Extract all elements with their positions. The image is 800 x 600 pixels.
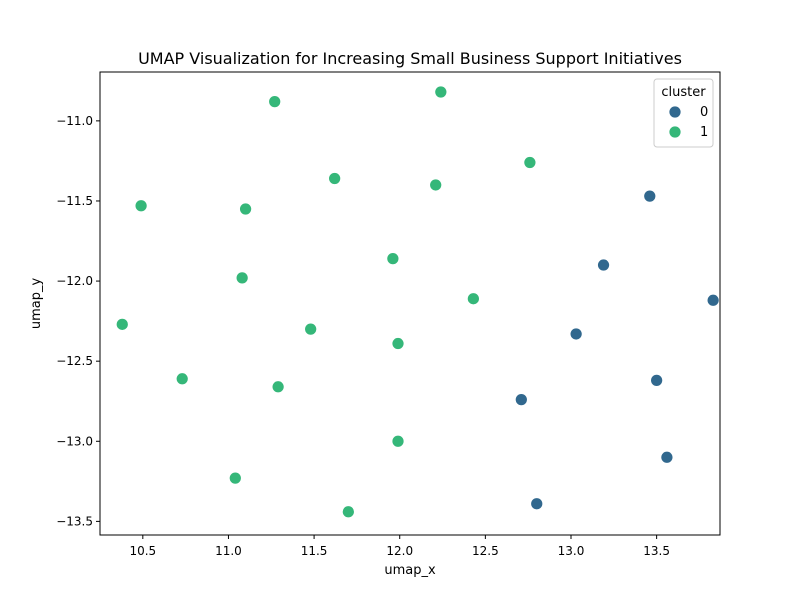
scatter-point-cluster-1: [134, 199, 148, 213]
scatter-point-cluster-1: [268, 95, 282, 109]
scatter-point-cluster-1: [434, 85, 448, 99]
scatter-point-cluster-1: [391, 434, 405, 448]
scatter-point-cluster-1: [235, 271, 249, 285]
scatter-point-cluster-1: [175, 372, 189, 386]
y-tick-label: −11.5: [56, 194, 93, 208]
scatter-point-cluster-1: [391, 337, 405, 350]
scatter-point-cluster-0: [514, 393, 528, 406]
scatter-point-cluster-1: [115, 317, 129, 331]
scatter-point-cluster-0: [706, 293, 720, 307]
legend: cluster 0 1: [653, 78, 714, 148]
scatter-point-cluster-0: [643, 189, 657, 203]
scatter-point-cluster-0: [530, 497, 544, 511]
x-tick-label: 11.0: [215, 544, 242, 558]
scatter-point-cluster-0: [650, 374, 664, 387]
y-tick-label: −13.0: [56, 434, 93, 448]
scatter-point-cluster-0: [597, 258, 610, 272]
scatter-point-cluster-1: [328, 172, 342, 185]
scatter-point-cluster-1: [304, 322, 318, 336]
legend-box: [653, 78, 714, 148]
scatter-point-cluster-0: [660, 450, 674, 464]
scatter-point-cluster-1: [386, 252, 400, 266]
scatter-point-cluster-1: [523, 156, 537, 169]
scatter-point-cluster-0: [569, 327, 583, 341]
legend-title: cluster: [661, 85, 706, 100]
y-tick-label: −12.5: [56, 354, 93, 368]
y-axis: −11.0 −11.5 −12.0 −12.5 −13.0 −13.5: [56, 114, 100, 528]
scatter-point-cluster-1: [228, 471, 242, 485]
chart-title: UMAP Visualization for Increasing Small …: [138, 49, 682, 68]
scatter-point-cluster-1: [239, 202, 252, 216]
x-tick-label: 12.0: [386, 544, 413, 558]
x-axis: 10.5 11.0 11.5 12.0 12.5 13.0 13.5: [129, 535, 670, 558]
y-tick-label: −13.5: [56, 514, 93, 528]
scatter-point-cluster-1: [466, 292, 480, 306]
x-tick-label: 11.5: [301, 544, 328, 558]
y-tick-label: −12.0: [56, 274, 93, 288]
x-tick-label: 10.5: [129, 544, 156, 558]
x-tick-label: 13.0: [558, 544, 585, 558]
x-tick-label: 12.5: [472, 544, 499, 558]
data-points: [115, 85, 720, 519]
scatter-point-cluster-1: [271, 380, 285, 394]
y-axis-label: umap_y: [29, 278, 44, 330]
scatter-point-cluster-1: [429, 178, 443, 192]
y-tick-label: −11.0: [56, 114, 93, 128]
legend-label-1: 1: [700, 125, 708, 140]
x-tick-label: 13.5: [643, 544, 670, 558]
legend-label-0: 0: [700, 105, 708, 120]
plot-area-frame: [99, 71, 721, 536]
scatter-point-cluster-1: [341, 505, 355, 519]
legend-marker-1: [668, 125, 682, 139]
x-axis-label: umap_x: [384, 563, 436, 578]
legend-marker-0: [668, 105, 682, 119]
